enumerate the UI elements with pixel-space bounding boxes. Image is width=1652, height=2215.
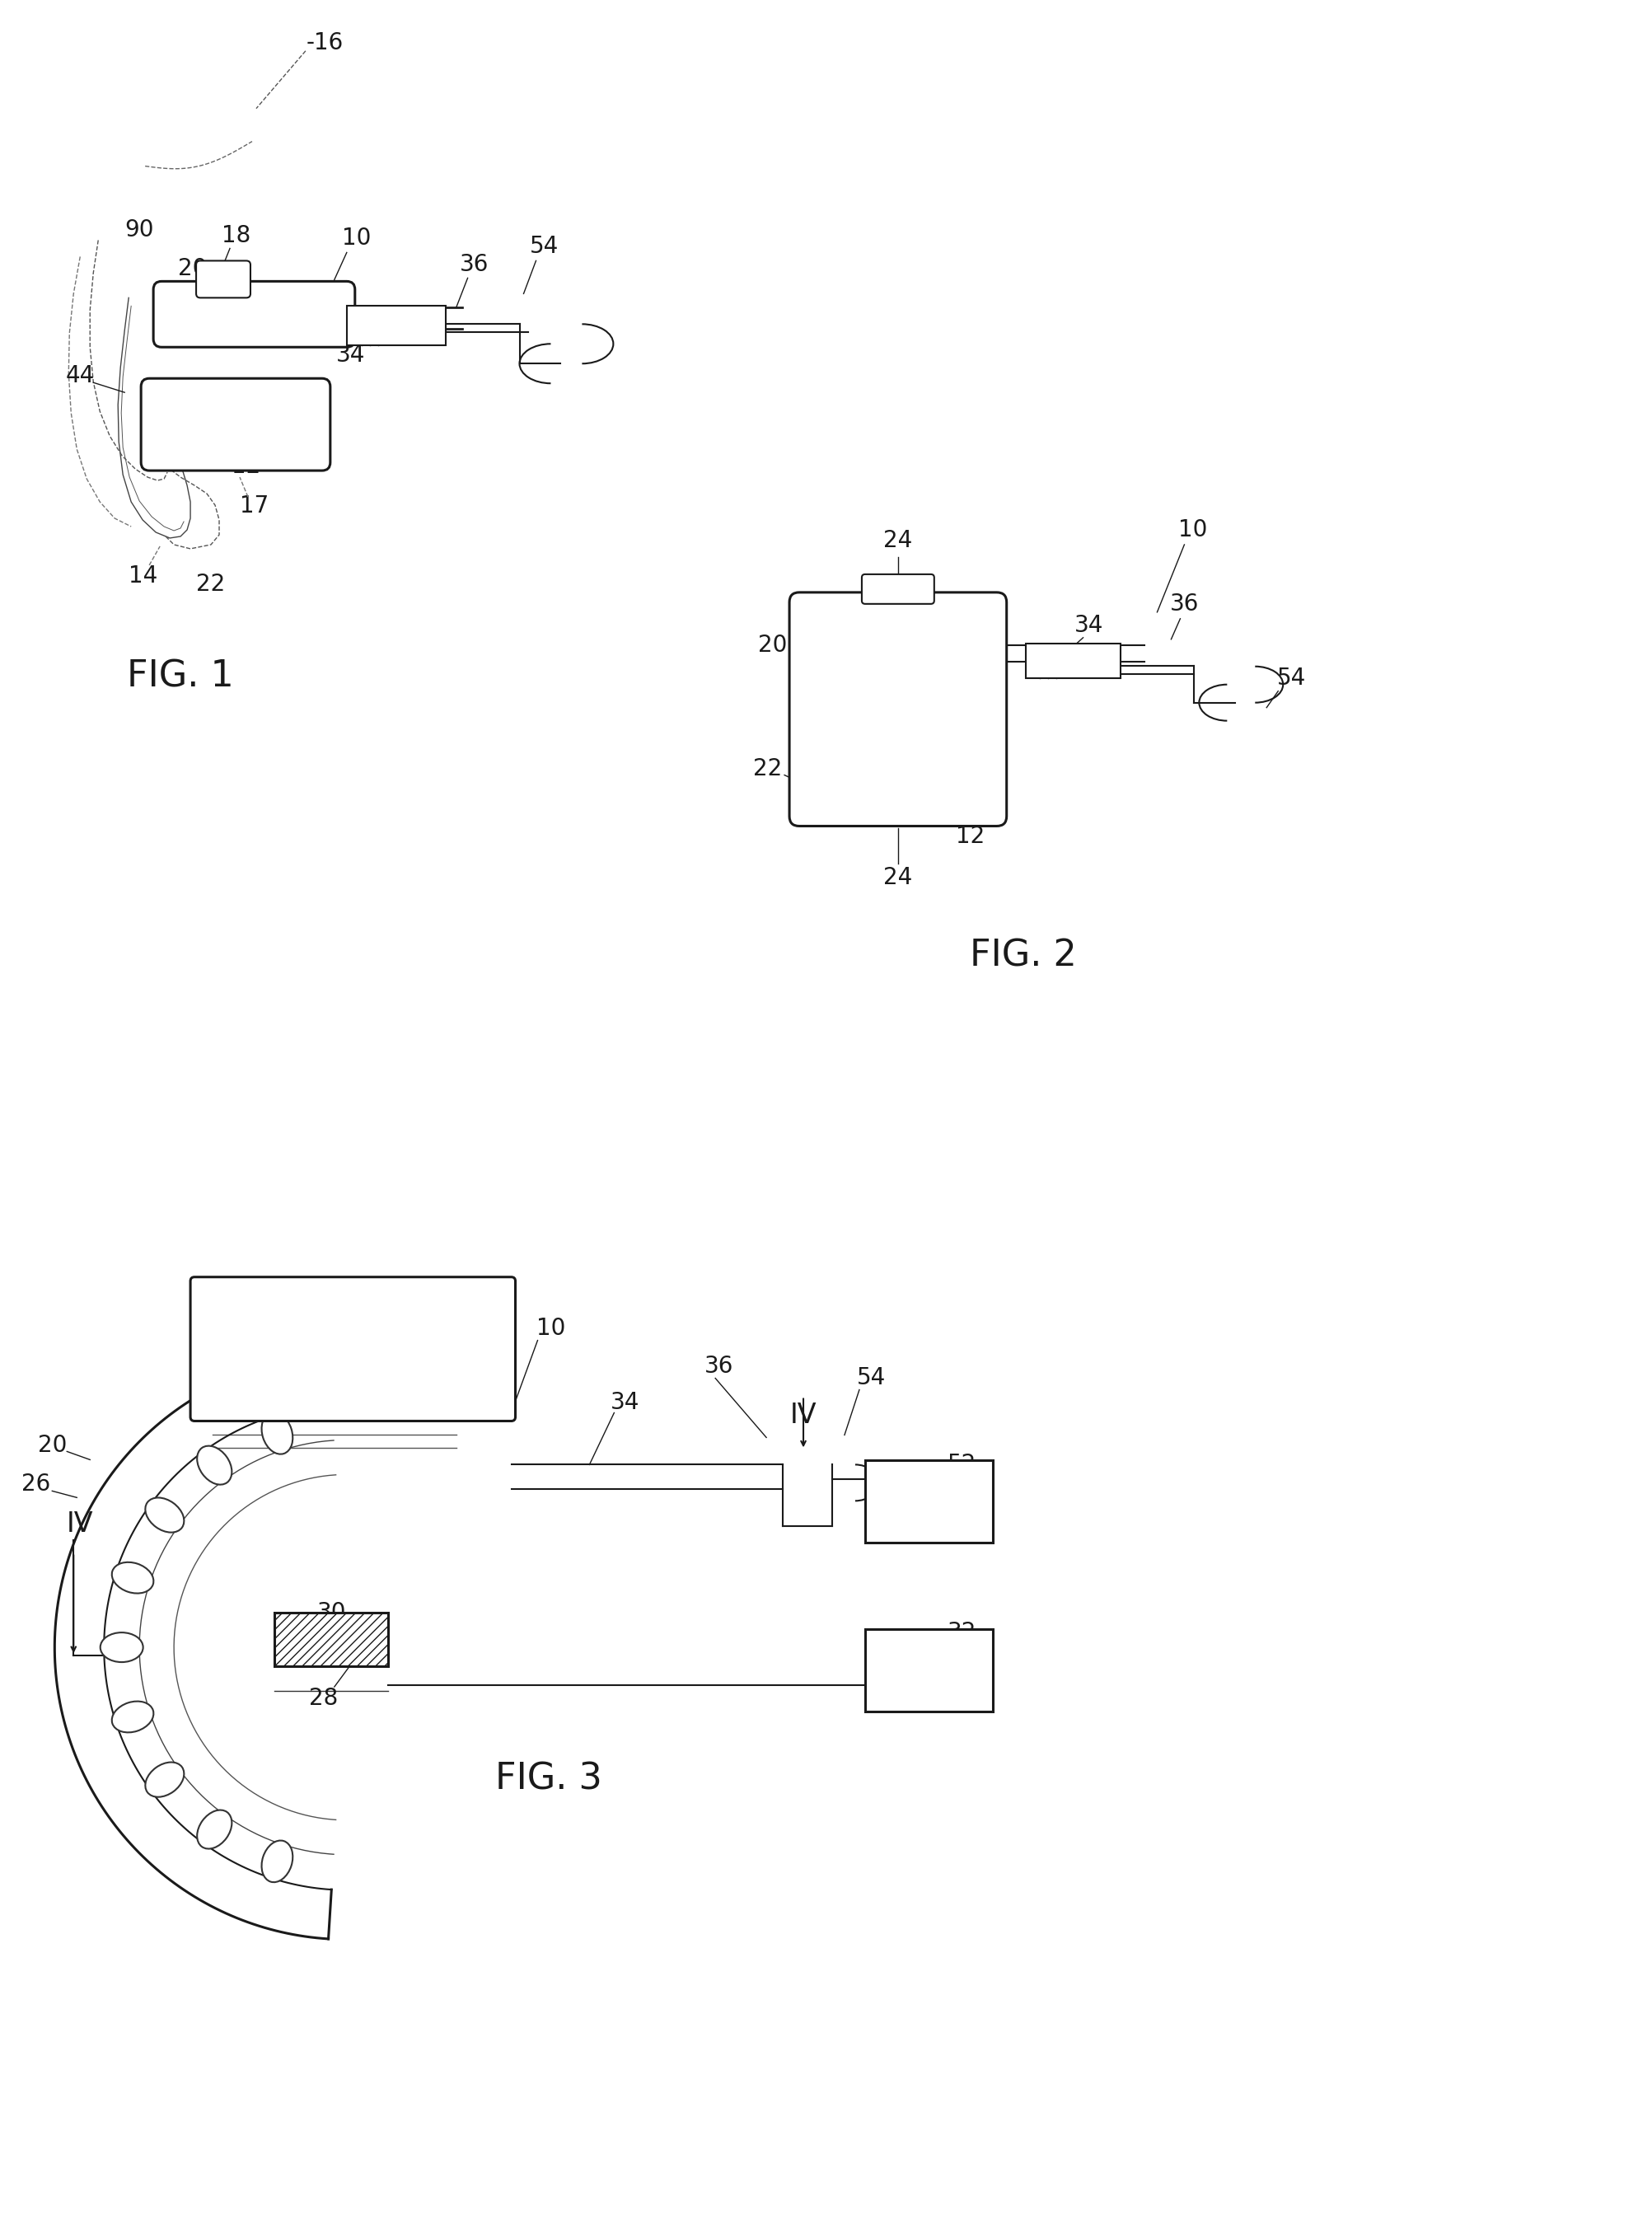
Text: 34: 34 xyxy=(1074,614,1104,638)
Text: 24: 24 xyxy=(388,1329,416,1353)
Bar xyxy=(864,1630,993,1712)
Text: 20: 20 xyxy=(178,257,208,281)
Ellipse shape xyxy=(197,1810,231,1850)
Text: 54: 54 xyxy=(1275,667,1305,689)
FancyBboxPatch shape xyxy=(803,664,960,753)
Text: 28: 28 xyxy=(309,1688,339,1710)
FancyBboxPatch shape xyxy=(140,379,330,470)
Text: 10: 10 xyxy=(342,226,372,250)
Text: 44: 44 xyxy=(66,365,94,388)
Ellipse shape xyxy=(145,1497,183,1533)
Text: 36: 36 xyxy=(704,1353,733,1378)
Bar xyxy=(347,306,446,346)
Text: 28: 28 xyxy=(292,379,322,401)
Text: 17: 17 xyxy=(240,494,269,518)
Text: 20: 20 xyxy=(38,1433,66,1457)
FancyBboxPatch shape xyxy=(197,261,251,297)
Ellipse shape xyxy=(261,1413,292,1453)
Bar xyxy=(864,1460,993,1544)
Text: 36: 36 xyxy=(459,253,489,277)
Text: 52: 52 xyxy=(947,1453,976,1475)
Text: 54: 54 xyxy=(529,235,558,259)
Text: FIG. 3: FIG. 3 xyxy=(494,1761,601,1796)
Text: 22: 22 xyxy=(197,574,225,596)
FancyBboxPatch shape xyxy=(154,281,355,348)
Text: 24: 24 xyxy=(884,529,912,552)
Ellipse shape xyxy=(145,1763,183,1796)
Ellipse shape xyxy=(261,1841,292,1883)
Text: 20: 20 xyxy=(758,633,786,656)
Bar xyxy=(274,1613,388,1666)
Ellipse shape xyxy=(112,1562,154,1593)
Text: 26: 26 xyxy=(21,1473,50,1495)
Text: 30: 30 xyxy=(317,1601,347,1624)
FancyBboxPatch shape xyxy=(190,1278,515,1422)
Text: 22: 22 xyxy=(753,758,781,780)
Text: 34: 34 xyxy=(335,343,365,368)
Text: 90: 90 xyxy=(124,219,154,241)
FancyBboxPatch shape xyxy=(861,574,933,605)
Ellipse shape xyxy=(112,1701,154,1732)
Text: 24: 24 xyxy=(884,866,912,890)
Text: 34: 34 xyxy=(610,1391,639,1413)
Text: IV: IV xyxy=(790,1402,816,1429)
Text: FIG. 1: FIG. 1 xyxy=(127,658,235,693)
Text: 12: 12 xyxy=(231,454,261,478)
FancyBboxPatch shape xyxy=(790,591,1006,826)
Bar xyxy=(1024,642,1120,678)
Text: -16: -16 xyxy=(306,31,344,53)
Ellipse shape xyxy=(101,1632,144,1661)
Text: 54: 54 xyxy=(857,1367,885,1389)
Text: IV: IV xyxy=(66,1511,94,1537)
Ellipse shape xyxy=(197,1446,231,1484)
Text: 12: 12 xyxy=(306,1340,335,1362)
Text: 18: 18 xyxy=(221,224,251,248)
Text: 10: 10 xyxy=(1178,518,1206,540)
Text: 12: 12 xyxy=(955,826,985,848)
Text: FIG. 2: FIG. 2 xyxy=(970,939,1075,975)
Text: 10: 10 xyxy=(535,1316,565,1340)
Text: 36: 36 xyxy=(1170,591,1198,616)
Text: 32: 32 xyxy=(947,1621,976,1644)
Text: 14: 14 xyxy=(129,565,157,587)
